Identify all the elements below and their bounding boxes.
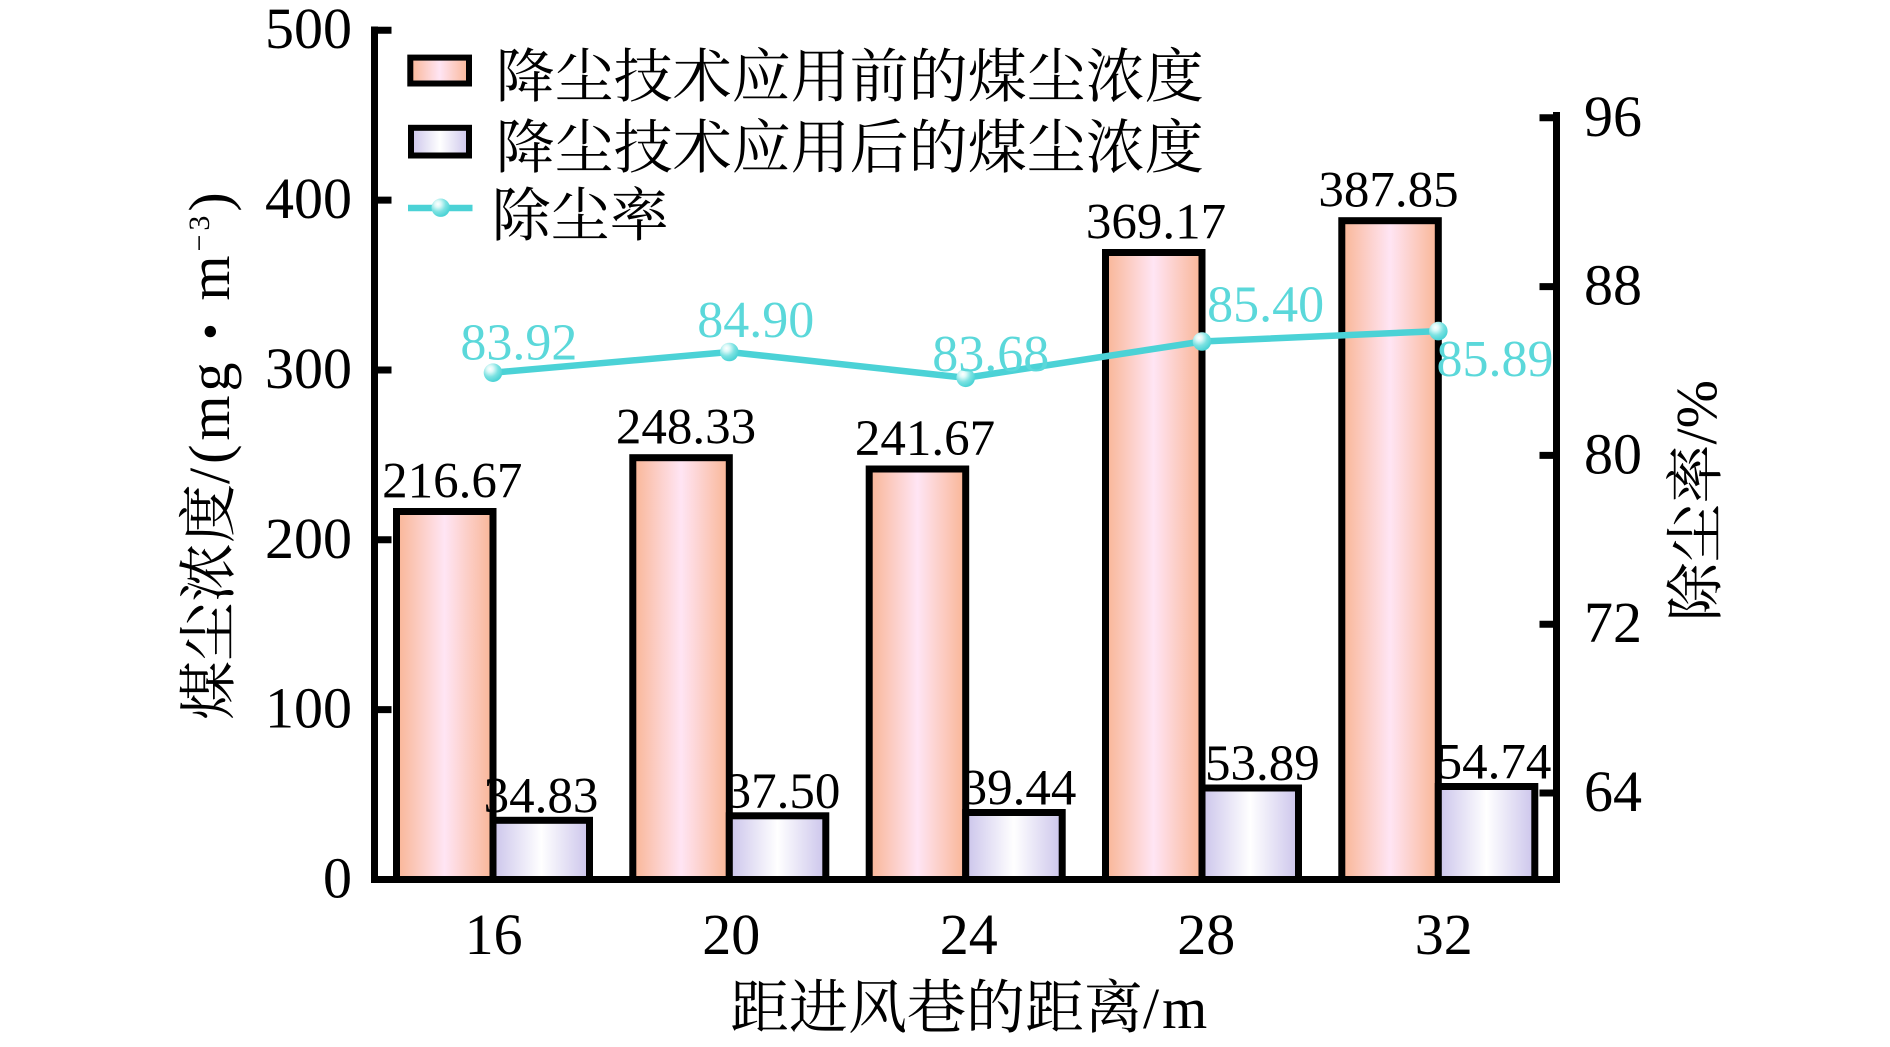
svg-text:64: 64 — [1584, 759, 1642, 824]
svg-text:80: 80 — [1584, 421, 1642, 486]
svg-text:20: 20 — [702, 902, 760, 967]
svg-text:39.44: 39.44 — [962, 761, 1077, 817]
svg-text:85.40: 85.40 — [1207, 276, 1324, 333]
svg-text:32: 32 — [1415, 902, 1473, 967]
svg-text:248.33: 248.33 — [616, 400, 756, 456]
svg-text:241.67: 241.67 — [855, 411, 995, 467]
svg-text:369.17: 369.17 — [1086, 195, 1226, 251]
svg-text:387.85: 387.85 — [1318, 163, 1458, 219]
svg-text:53.89: 53.89 — [1205, 736, 1320, 792]
svg-text:54.74: 54.74 — [1437, 735, 1552, 791]
svg-text:37.50: 37.50 — [726, 764, 841, 820]
svg-text:0: 0 — [323, 846, 352, 911]
svg-text:34.83: 34.83 — [484, 768, 599, 824]
svg-text:16: 16 — [465, 902, 523, 967]
svg-text:85.89: 85.89 — [1437, 331, 1554, 388]
svg-text:216.67: 216.67 — [382, 454, 522, 510]
svg-text:100: 100 — [265, 676, 352, 741]
svg-text:83.92: 83.92 — [460, 314, 577, 371]
svg-text:400: 400 — [265, 166, 352, 231]
svg-text:/m: /m — [1143, 976, 1210, 1041]
svg-text:72: 72 — [1584, 590, 1642, 655]
svg-text:200: 200 — [265, 506, 352, 571]
svg-text:88: 88 — [1584, 253, 1642, 318]
svg-text:28: 28 — [1177, 902, 1235, 967]
svg-text:96: 96 — [1584, 84, 1642, 149]
svg-text:/%: /% — [1664, 380, 1729, 444]
svg-text:24: 24 — [940, 902, 998, 967]
svg-text:500: 500 — [265, 0, 352, 61]
svg-text:83.68: 83.68 — [932, 326, 1049, 383]
svg-text:300: 300 — [265, 336, 352, 401]
svg-text:84.90: 84.90 — [697, 292, 814, 349]
